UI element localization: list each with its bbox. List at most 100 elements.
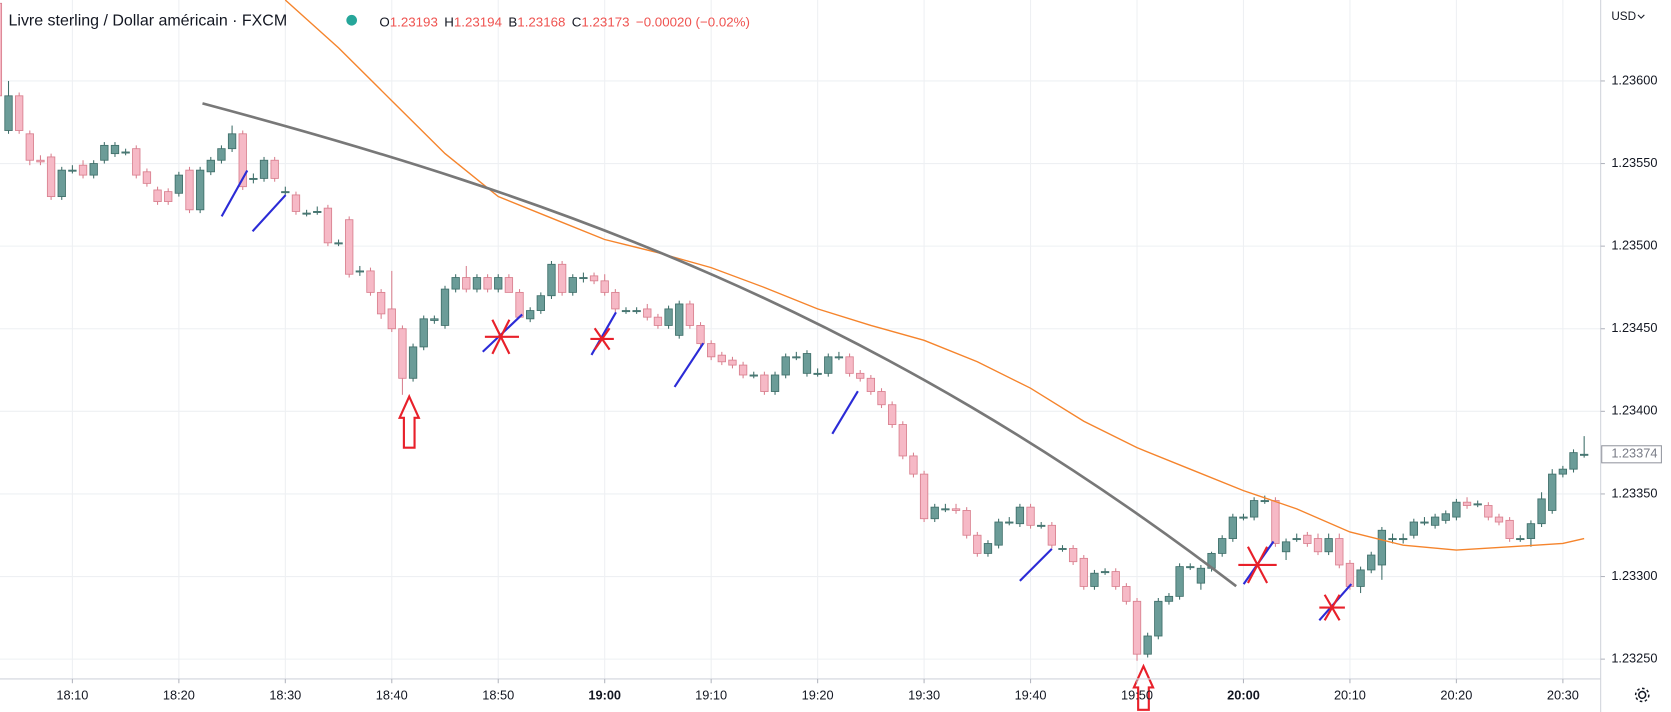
candle-body — [579, 277, 588, 280]
candle-body — [1281, 541, 1291, 553]
candle-body — [313, 211, 322, 213]
candle-body — [962, 510, 971, 536]
x-tick-label: 18:20 — [163, 687, 195, 702]
candle-body — [898, 424, 907, 457]
candle-body — [515, 291, 524, 318]
candle-body — [1313, 538, 1323, 553]
red-crosses — [484, 319, 1345, 621]
candle-body — [536, 295, 545, 311]
candle-body — [100, 144, 109, 161]
y-tick-label: 1.23600 — [1611, 72, 1657, 87]
candle-body — [1526, 523, 1536, 539]
candle-body — [472, 277, 482, 290]
candle-body — [334, 242, 343, 245]
candle-body — [408, 346, 418, 379]
candle-body — [1345, 562, 1355, 587]
candle-body — [696, 325, 705, 345]
candle-body — [1452, 501, 1461, 518]
candle-body — [951, 508, 961, 511]
candle-body — [568, 277, 577, 293]
ohlc-value: 1.23173 — [581, 14, 629, 29]
candle-body — [707, 343, 716, 358]
candle-body — [419, 318, 428, 348]
ohlc-value: 1.23193 — [390, 14, 438, 29]
y-tick-label: 1.23400 — [1611, 403, 1657, 418]
candle-body — [1356, 569, 1365, 587]
candle-body — [1271, 500, 1280, 544]
candle-body — [1047, 524, 1057, 546]
candle-body — [877, 391, 886, 406]
candle-body — [1430, 516, 1440, 526]
candle-body — [110, 144, 120, 155]
candle-body — [547, 263, 556, 297]
header: Livre sterling / Dollar américain · FXCM… — [9, 13, 750, 30]
candle-body — [802, 353, 812, 374]
user-drawings — [202, 102, 1353, 622]
candle-body — [717, 354, 726, 363]
candle-body — [526, 310, 535, 320]
candle-body — [1090, 572, 1099, 587]
candle-body — [238, 133, 247, 188]
x-tick-label: 19:30 — [908, 687, 940, 702]
candle-body — [430, 318, 439, 321]
candle-body — [919, 473, 929, 520]
candle-body — [440, 288, 450, 326]
candle-body — [78, 164, 88, 176]
candle-body — [36, 159, 45, 163]
candle-body — [675, 303, 684, 336]
ohlc-value: 1.23194 — [454, 14, 503, 29]
candle-body — [1228, 516, 1237, 539]
candle-body — [270, 159, 279, 179]
x-tick-label: 19:20 — [802, 687, 834, 702]
settings-gear[interactable] — [1634, 687, 1650, 703]
candle-body — [1186, 566, 1195, 569]
candle-body — [887, 404, 897, 425]
candle-body — [941, 508, 950, 511]
candle-body — [89, 163, 98, 176]
dropdown-chevron[interactable] — [1637, 14, 1645, 19]
currency-selector[interactable]: USD — [1611, 10, 1645, 23]
candle-body — [494, 277, 503, 290]
x-tick-label: 18:50 — [482, 687, 514, 702]
candle-body — [1058, 548, 1067, 550]
candle-body — [483, 277, 492, 290]
candle-body — [1164, 595, 1174, 602]
ohlc-value: 1.23168 — [517, 14, 565, 29]
candle-body — [1005, 521, 1014, 524]
candle-body — [1068, 548, 1078, 563]
candle-body — [983, 543, 993, 554]
candle-body — [1015, 506, 1025, 525]
x-tick-label: 19:50 — [1121, 687, 1153, 702]
candle-body — [1569, 452, 1578, 470]
candle-body — [227, 133, 237, 150]
candle-body — [1367, 554, 1376, 571]
y-tick-label: 1.23500 — [1611, 238, 1657, 253]
candle-body — [1292, 538, 1301, 541]
currency-label[interactable]: USD — [1611, 10, 1636, 23]
candle-body — [15, 95, 24, 131]
candle-body — [1473, 503, 1482, 506]
candle-body — [589, 275, 599, 282]
candle-body — [1324, 538, 1333, 553]
candle-body — [643, 308, 652, 318]
candle-body — [909, 455, 918, 475]
candle-body — [1249, 500, 1259, 518]
chart-title: Livre sterling / Dollar américain · FXCM — [9, 13, 288, 30]
candle-body — [462, 277, 471, 290]
plot-area — [0, 0, 1589, 661]
candle-body — [1079, 557, 1088, 587]
candle-body — [685, 303, 695, 326]
candle-body — [302, 212, 311, 215]
candle-body — [185, 169, 194, 211]
x-tick-label: 18:40 — [376, 687, 408, 702]
candle-body — [249, 177, 258, 180]
candle-body — [1335, 538, 1344, 566]
candle-body — [845, 356, 854, 374]
candle-body — [504, 277, 514, 293]
candle-body — [1143, 635, 1152, 655]
candle-body — [994, 521, 1003, 546]
candle-body — [398, 328, 407, 379]
x-tick-label: 20:00 — [1227, 687, 1260, 702]
